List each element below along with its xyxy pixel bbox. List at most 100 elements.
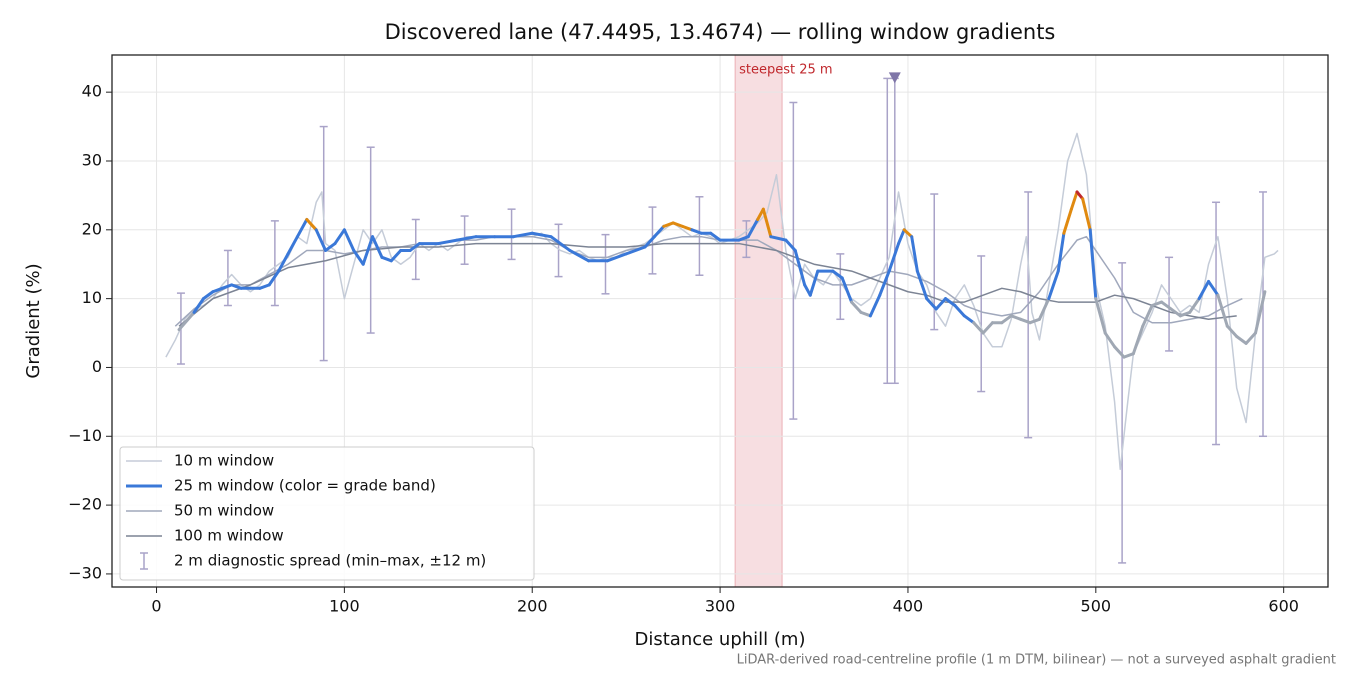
line-segment bbox=[1103, 331, 1117, 349]
line-segment bbox=[915, 269, 929, 301]
y-tick-label: 10 bbox=[82, 288, 102, 307]
legend-box bbox=[119, 446, 535, 581]
x-tick-label: 600 bbox=[1268, 597, 1299, 616]
line-segment bbox=[671, 221, 685, 228]
line-segment bbox=[709, 231, 722, 242]
y-axis-label: Gradient (%) bbox=[23, 263, 44, 378]
line-segment bbox=[177, 310, 196, 332]
line-segment bbox=[201, 290, 215, 301]
line-segment bbox=[455, 235, 478, 242]
line-segment bbox=[859, 310, 872, 318]
series-line bbox=[178, 242, 1237, 327]
x-tick-label: 200 bbox=[517, 597, 548, 616]
line-segment bbox=[230, 283, 243, 290]
line-segment bbox=[1000, 314, 1013, 325]
line-segment bbox=[1131, 324, 1145, 356]
line-segment bbox=[314, 228, 328, 252]
line-segment bbox=[925, 297, 938, 311]
line-segment bbox=[371, 235, 384, 259]
line-segment bbox=[868, 293, 882, 318]
line-segment bbox=[1113, 345, 1126, 359]
series-line bbox=[165, 132, 1279, 471]
line-segment bbox=[1019, 317, 1032, 325]
footnote: LiDAR-derived road-centreline profile (1… bbox=[737, 653, 1336, 668]
line-segment bbox=[605, 252, 628, 263]
line-segment bbox=[690, 228, 703, 235]
x-axis-label: Distance uphill (m) bbox=[635, 629, 806, 650]
line-segment bbox=[267, 269, 281, 287]
line-segment bbox=[652, 224, 666, 239]
line-segment bbox=[568, 248, 591, 263]
line-segment bbox=[897, 228, 906, 246]
line-segment bbox=[361, 235, 375, 266]
line-segment bbox=[624, 245, 647, 256]
legend-label: 10 m window bbox=[174, 452, 274, 470]
line-segment bbox=[1160, 300, 1173, 311]
line-segment bbox=[408, 242, 422, 252]
line-segment bbox=[1150, 300, 1164, 308]
line-segment bbox=[1094, 297, 1107, 335]
x-tick-label: 500 bbox=[1081, 597, 1112, 616]
line-segment bbox=[1169, 307, 1182, 318]
line-segment bbox=[737, 235, 750, 242]
x-tick-label: 100 bbox=[329, 597, 360, 616]
line-segment bbox=[1056, 231, 1066, 273]
highlight-span bbox=[734, 55, 783, 587]
line-segment bbox=[1037, 297, 1051, 321]
line-segment bbox=[793, 248, 807, 287]
line-segment bbox=[840, 276, 854, 304]
y-tick-label: −20 bbox=[68, 495, 102, 514]
line-segment bbox=[1028, 317, 1041, 325]
line-segment bbox=[333, 228, 346, 246]
line-segment bbox=[1178, 310, 1192, 318]
line-segment bbox=[436, 238, 459, 246]
line-segment bbox=[305, 217, 318, 232]
line-segment bbox=[981, 321, 994, 335]
y-tick-label: 20 bbox=[82, 219, 102, 238]
line-segment bbox=[934, 297, 948, 311]
line-segment bbox=[1088, 228, 1098, 301]
line-segment bbox=[530, 231, 553, 239]
line-segment bbox=[1207, 279, 1220, 297]
y-tick-label: 40 bbox=[82, 82, 102, 101]
line-segment bbox=[1253, 290, 1267, 335]
line-segment bbox=[831, 269, 844, 280]
line-segment bbox=[769, 235, 788, 242]
line-segment bbox=[910, 235, 919, 273]
line-segment bbox=[1216, 293, 1229, 328]
line-segment bbox=[953, 304, 966, 318]
line-segment bbox=[878, 269, 891, 297]
line-segment bbox=[1235, 334, 1248, 345]
y-tick-label: 30 bbox=[82, 150, 102, 169]
line-segment bbox=[972, 321, 985, 335]
legend-label: 50 m window bbox=[174, 502, 274, 520]
line-segment bbox=[1141, 304, 1154, 328]
line-segment bbox=[549, 235, 572, 252]
line-segment bbox=[389, 248, 403, 263]
line-segment bbox=[1009, 314, 1023, 321]
x-tick-label: 300 bbox=[705, 597, 736, 616]
line-segment bbox=[962, 314, 976, 325]
line-segment bbox=[380, 255, 393, 263]
line-segment bbox=[761, 207, 773, 239]
line-segment bbox=[1197, 279, 1211, 301]
y-tick-label: −10 bbox=[68, 426, 102, 445]
line-segment bbox=[1188, 297, 1201, 314]
y-tick-label: 0 bbox=[92, 357, 102, 376]
line-segment bbox=[808, 269, 820, 297]
line-segment bbox=[1244, 331, 1257, 345]
line-segment bbox=[681, 224, 694, 232]
line-segment bbox=[324, 242, 337, 252]
highlight-label: steepest 25 m bbox=[739, 63, 832, 78]
line-segment bbox=[211, 286, 224, 294]
y-tick-label: −30 bbox=[68, 563, 102, 582]
line-segment bbox=[1062, 207, 1073, 235]
line-segment bbox=[1225, 324, 1239, 338]
line-segment bbox=[295, 217, 309, 239]
line-segment bbox=[342, 228, 356, 252]
legend-label: 100 m window bbox=[174, 527, 284, 545]
line-segment bbox=[258, 283, 271, 290]
line-segment bbox=[220, 283, 234, 290]
